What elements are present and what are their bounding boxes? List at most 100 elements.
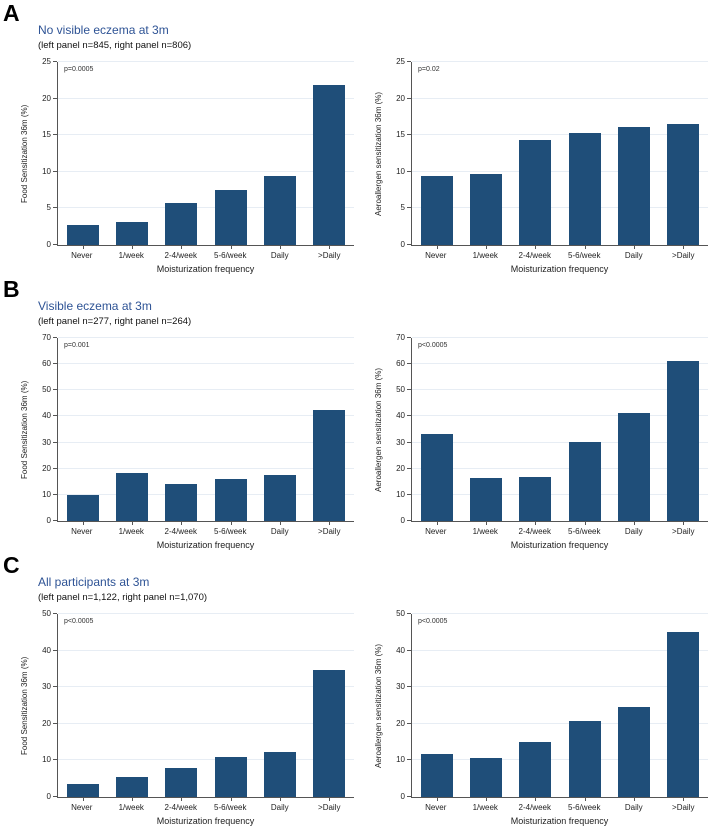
panel-a: A No visible eczema at 3m (left panel n=… — [0, 2, 722, 274]
bar — [214, 479, 247, 521]
bar-slot — [58, 614, 107, 801]
section-subtitle: (left panel n=1,122, right panel n=1,070… — [38, 592, 208, 603]
x-tick-labels: Never 1/week 2-4/week 5-6/week Daily >Daily — [411, 804, 708, 812]
gridline — [58, 97, 354, 99]
bar-chart-a-right: Aeroallergen sensitization 36m (%) p=0.0… — [372, 58, 712, 274]
bar — [667, 361, 700, 521]
bar-slot — [461, 614, 510, 801]
y-tick-mark — [407, 649, 411, 651]
section-subtitle: (left panel n=277, right panel n=264) — [38, 316, 192, 327]
bar — [420, 753, 453, 797]
gridline — [58, 170, 354, 172]
x-tick-label: Never — [71, 527, 93, 536]
gridline — [58, 467, 354, 469]
bar-slot — [511, 62, 560, 249]
x-axis-title: Moisturization frequency — [156, 264, 255, 274]
y-tick-mark — [53, 244, 57, 245]
gridline — [412, 613, 708, 614]
x-tick-label: 1/week — [118, 251, 144, 260]
bar-slot — [659, 614, 708, 801]
y-tick-label: 70 — [42, 333, 51, 342]
bar — [469, 757, 502, 797]
x-tick-label: >Daily — [672, 251, 695, 260]
y-tick-label: 60 — [396, 359, 405, 369]
bar — [667, 123, 700, 245]
gridline — [412, 722, 708, 724]
bar-slot — [107, 614, 156, 801]
bars-container — [58, 62, 354, 249]
bar-slot — [412, 614, 461, 801]
bar-slot — [560, 338, 609, 525]
y-tick-mark — [53, 759, 57, 761]
y-tick-mark — [407, 170, 411, 172]
x-tick-label: 1/week — [472, 251, 498, 260]
x-tick-label: 2-4/week — [164, 803, 197, 812]
bar-slot — [206, 62, 255, 249]
x-tick-label: >Daily — [318, 251, 341, 260]
bar-slot — [511, 614, 560, 801]
bar — [469, 478, 502, 521]
section-title: No visible eczema at 3m — [38, 23, 169, 37]
x-tick-label: Never — [425, 527, 447, 536]
gridline — [412, 649, 708, 651]
bar — [66, 224, 99, 245]
y-axis-title: Aeroallergen sensitization 36m (%) — [374, 91, 383, 216]
y-tick-label: 20 — [42, 718, 51, 728]
bar — [66, 494, 99, 521]
y-tick-mark — [53, 61, 57, 62]
y-tick-mark — [407, 686, 411, 688]
x-tick-label: 2-4/week — [518, 527, 551, 536]
bar-chart-c-left: Food Sensitization 36m (%) p<0.0005 0 10 2… — [18, 610, 358, 826]
bar — [568, 720, 601, 797]
x-axis-title: Moisturization frequency — [510, 264, 609, 274]
x-tick-label: 5-6/week — [214, 251, 247, 260]
y-tick-mark — [407, 244, 411, 245]
y-tick-mark — [53, 134, 57, 136]
bar-slot — [560, 62, 609, 249]
gridline — [58, 722, 354, 724]
bar-slot — [511, 338, 560, 525]
x-tick-label: Daily — [270, 803, 289, 812]
bar-slot — [58, 338, 107, 525]
y-tick-mark — [53, 97, 57, 99]
bars-container — [412, 614, 708, 801]
x-tick-label: >Daily — [318, 527, 341, 536]
gridline — [412, 493, 708, 495]
plot-area: p=0.0005 0 5 10 15 20 25 — [42, 58, 354, 249]
p-value-label: p<0.0005 — [418, 342, 448, 349]
bar-slot — [461, 62, 510, 249]
x-axis-title: Moisturization frequency — [156, 816, 255, 826]
x-tick-label: 1/week — [472, 527, 498, 536]
p-value-label: p=0.001 — [64, 342, 90, 349]
plot-area: p<0.0005 0 10 20 30 40 50 60 70 — [396, 334, 708, 525]
bar-slot — [412, 62, 461, 249]
y-tick-mark — [53, 337, 57, 338]
y-tick-label: 50 — [396, 609, 405, 618]
gridline — [412, 467, 708, 469]
y-tick-label: 0 — [46, 792, 51, 801]
bars-container — [412, 62, 708, 249]
bar — [420, 433, 453, 521]
y-tick-mark — [53, 170, 57, 172]
y-tick-label: 0 — [400, 240, 405, 249]
bar — [313, 409, 346, 521]
plot-area: p=0.001 0 10 20 30 40 50 60 70 — [42, 334, 354, 525]
bar — [115, 221, 148, 245]
y-tick-mark — [53, 467, 57, 469]
bar-slot — [206, 614, 255, 801]
x-tick-label: Daily — [624, 803, 643, 812]
y-tick-mark — [407, 520, 411, 521]
bar — [617, 412, 650, 521]
gridline — [412, 759, 708, 761]
gridline — [412, 337, 708, 338]
bar-slot — [412, 338, 461, 525]
gridline — [412, 97, 708, 99]
y-tick-label: 50 — [42, 609, 51, 618]
bar — [519, 140, 552, 245]
gridline — [412, 61, 708, 62]
bar — [115, 776, 148, 797]
bar — [263, 176, 296, 245]
y-tick-label: 40 — [396, 411, 405, 421]
bar-slot — [609, 62, 658, 249]
